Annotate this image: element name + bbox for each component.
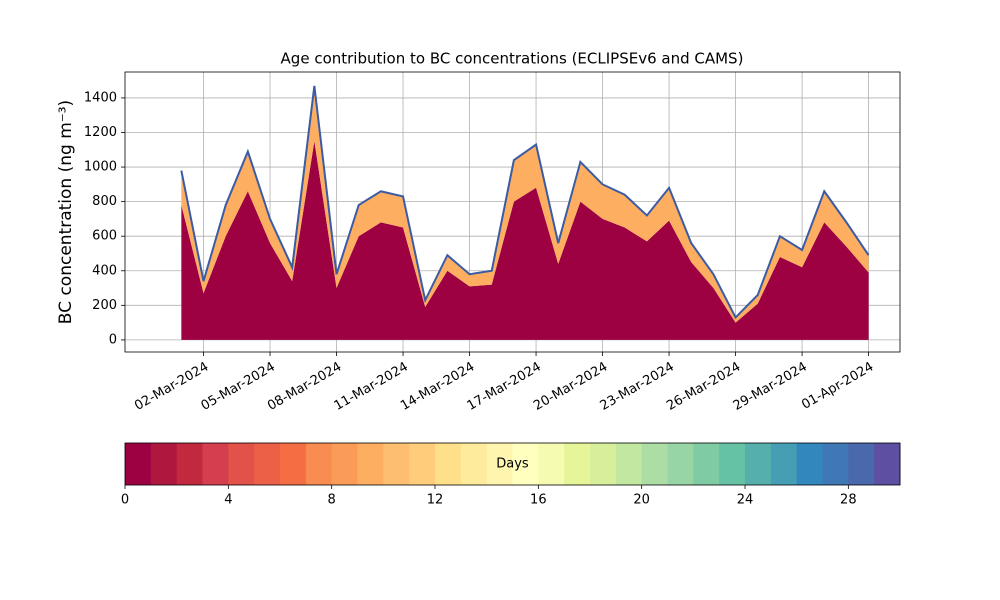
colorbar-segment bbox=[564, 443, 591, 485]
colorbar-segment bbox=[254, 443, 281, 485]
colorbar-segment bbox=[641, 443, 668, 485]
x-tick-label: 20-Mar-2024 bbox=[531, 360, 610, 414]
colorbar-segment bbox=[745, 443, 772, 485]
colorbar-tick-label: 28 bbox=[840, 493, 857, 508]
colorbar-segment bbox=[409, 443, 436, 485]
colorbar-segment bbox=[822, 443, 849, 485]
colorbar-segment bbox=[150, 443, 178, 485]
x-tick-label: 23-Mar-2024 bbox=[598, 360, 677, 414]
colorbar-segment bbox=[667, 443, 694, 485]
colorbar-segment bbox=[357, 443, 384, 485]
colorbar-frame bbox=[124, 442, 901, 486]
x-tick-label: 11-Mar-2024 bbox=[332, 360, 411, 414]
x-tick-label: 08-Mar-2024 bbox=[265, 360, 344, 414]
colorbar-segment bbox=[125, 443, 152, 485]
colorbar-segment bbox=[538, 443, 565, 485]
x-tick-label: 14-Mar-2024 bbox=[398, 360, 477, 414]
colorbar-segment bbox=[228, 443, 255, 485]
colorbar-tick-label: 12 bbox=[427, 493, 444, 508]
y-tick-label: 1400 bbox=[84, 90, 117, 105]
age-area bbox=[181, 85, 869, 323]
x-tick-label: 02-Mar-2024 bbox=[132, 360, 211, 414]
y-tick-label: 1200 bbox=[84, 125, 117, 140]
x-tick-label: 26-Mar-2024 bbox=[664, 360, 743, 414]
colorbar-segment bbox=[796, 443, 823, 485]
y-tick-label: 600 bbox=[92, 229, 117, 244]
chart-title: Age contribution to BC concentrations (E… bbox=[281, 50, 744, 68]
plot-frame bbox=[124, 71, 901, 353]
colorbar-tick-label: 4 bbox=[224, 493, 232, 508]
colorbar-tick-label: 20 bbox=[633, 493, 650, 508]
colorbar-tick-label: 0 bbox=[121, 493, 129, 508]
colorbar-tick-label: 8 bbox=[328, 493, 336, 508]
y-tick-label: 1000 bbox=[84, 160, 117, 175]
colorbar-tick-label: 16 bbox=[530, 493, 547, 508]
colorbar-segment bbox=[512, 443, 539, 485]
colorbar-segment bbox=[848, 443, 875, 485]
colorbar-segment bbox=[693, 443, 720, 485]
x-tick-label: 01-Apr-2024 bbox=[799, 360, 876, 413]
colorbar-segment bbox=[460, 443, 488, 485]
colorbar-segment bbox=[770, 443, 798, 485]
x-tick-label: 29-Mar-2024 bbox=[731, 360, 810, 414]
colorbar-segment bbox=[383, 443, 410, 485]
y-tick-label: 400 bbox=[92, 263, 117, 278]
colorbar-segment bbox=[280, 443, 307, 485]
colorbar-segment bbox=[486, 443, 513, 485]
total-line bbox=[180, 85, 870, 320]
y-axis-label: BC concentration (ng m⁻³) bbox=[56, 100, 76, 324]
colorbar-label: Days bbox=[496, 457, 529, 472]
colorbar-segment bbox=[615, 443, 643, 485]
y-tick-label: 800 bbox=[92, 194, 117, 209]
y-tick-label: 200 bbox=[92, 298, 117, 313]
colorbar-segment bbox=[176, 443, 203, 485]
colorbar-segment bbox=[435, 443, 462, 485]
x-tick-label: 05-Mar-2024 bbox=[199, 360, 278, 414]
colorbar-segment bbox=[202, 443, 229, 485]
colorbar-segment bbox=[590, 443, 617, 485]
colorbar-tick-label: 24 bbox=[737, 493, 754, 508]
age-area bbox=[181, 141, 869, 340]
colorbar-segment bbox=[719, 443, 746, 485]
colorbar-segment bbox=[331, 443, 358, 485]
colorbar-segment bbox=[305, 443, 333, 485]
x-tick-label: 17-Mar-2024 bbox=[465, 360, 544, 414]
colorbar-segment bbox=[874, 443, 901, 485]
y-tick-label: 0 bbox=[109, 332, 117, 347]
